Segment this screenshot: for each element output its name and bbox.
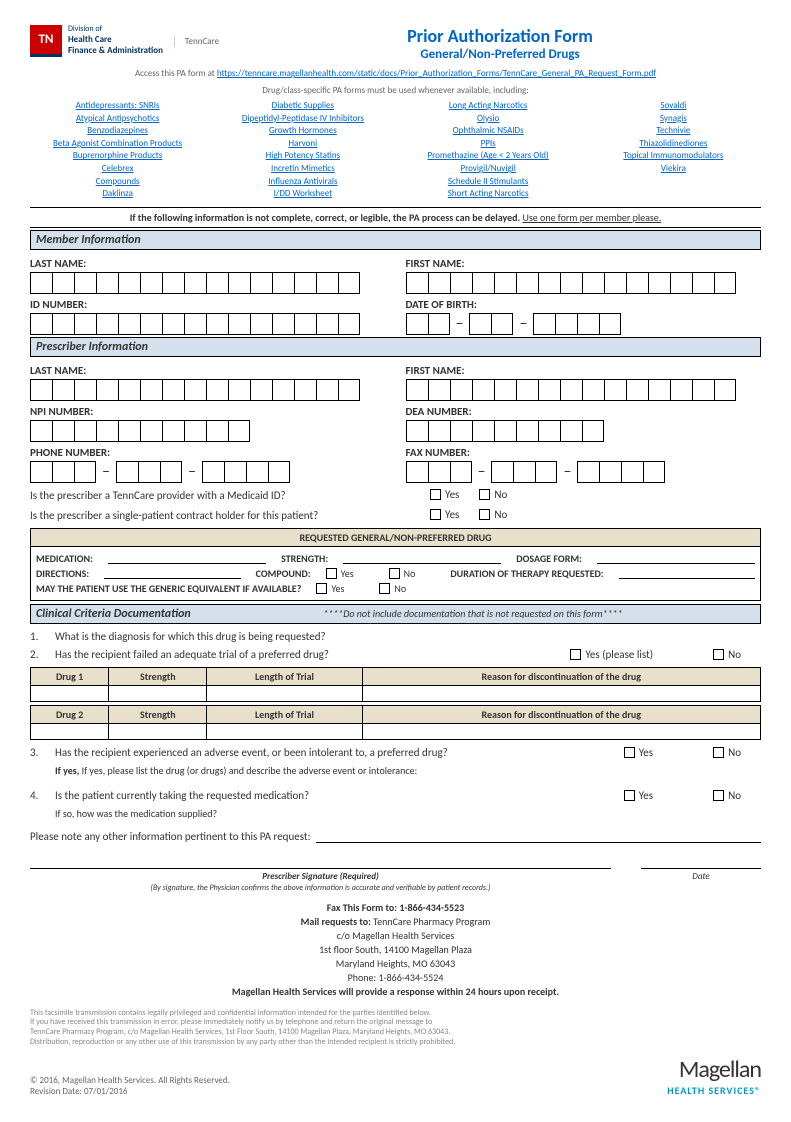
member-first-input[interactable] [406,272,762,294]
note-input[interactable] [316,831,761,843]
generic-no[interactable]: No [379,582,406,595]
mail-info: Fax This Form to: 1-866-434-5523 Mail re… [30,901,761,999]
compound-no[interactable]: No [389,567,416,580]
disclaimer: This facsimile transmission contains leg… [30,1009,761,1047]
drug-link[interactable]: Growth Hormones [215,125,390,138]
clinical-section: Clinical Criteria Documentation****Do no… [30,604,761,624]
q3-yes[interactable]: Yes [624,746,653,759]
member-id-input[interactable] [30,313,386,335]
drug-link[interactable]: Synagis [586,113,761,126]
drug-link[interactable]: Atypical Antipsychotics [30,113,205,126]
title-block: Prior Authorization Form General/Non-Pre… [239,25,761,62]
directions-input[interactable] [104,567,240,579]
member-last-input[interactable] [30,272,386,294]
note-label: Please note any other information pertin… [30,830,311,843]
drug-link[interactable]: Topical Immunomodulators [586,150,761,163]
phone-input[interactable]: –– [30,461,386,483]
id-label: ID NUMBER: [30,298,386,311]
npi-input[interactable] [30,420,386,442]
generic-yes[interactable]: Yes [316,582,344,595]
drug-link[interactable]: Long Acting Narcotics [401,100,576,113]
drug-link[interactable]: Olysio [401,113,576,126]
q4-yes[interactable]: Yes [624,789,653,802]
drug-link[interactable]: Influenza Antivirals [215,176,390,189]
medicaid-question: Is the prescriber a TennCare provider wi… [30,488,761,503]
magellan-logo: Magellan HEALTH SERVICES® [667,1055,761,1097]
footer: © 2016, Magellan Health Services. All Ri… [30,1055,761,1097]
contract-question: Is the prescriber a single-patient contr… [30,508,761,523]
tn-badge: TN [30,25,62,57]
drug-link[interactable]: Celebrex [30,163,205,176]
drug-link[interactable]: Schedule II Stimulants [401,176,576,189]
tenncare-label: TennCare [174,36,219,47]
drug-link[interactable]: Buprenorphine Products [30,150,205,163]
tn-dept: Division of Health Care Finance & Admini… [68,25,163,56]
last-name-label: LAST NAME: [30,257,386,270]
q3-no[interactable]: No [713,746,741,759]
q2-yes[interactable]: Yes (please list) [570,648,653,661]
medication-input[interactable] [108,552,266,564]
compound-yes[interactable]: Yes [326,567,354,580]
drug-class-note: Drug/class-specific PA forms must be use… [30,85,761,96]
q4-no[interactable]: No [713,789,741,802]
drug-link[interactable]: Sovaldi [586,100,761,113]
trial-table-2: Drug 2StrengthLength of TrialReason for … [30,705,761,740]
signature-area: Prescriber Signature (Required)(By signa… [30,868,761,893]
drug-link[interactable]: Antidepressants: SNRIs [30,100,205,113]
drug-link[interactable]: Dipeptidyl-Peptidase IV Inhibitors [215,113,390,126]
warning-bar: If the following information is not comp… [30,207,761,228]
header: TN Division of Health Care Finance & Adm… [30,25,761,62]
member-section: Member Information [30,230,761,250]
links-grid: Antidepressants: SNRIsAtypical Antipsych… [30,100,761,201]
dob-label: DATE OF BIRTH: [406,298,762,311]
prescriber-section: Prescriber Information [30,337,761,357]
contract-yes[interactable]: Yes [430,508,459,521]
drug-link[interactable]: PPIs [401,138,576,151]
form-title: Prior Authorization Form [239,25,761,47]
medication-grid: MEDICATION:STRENGTH:DOSAGE FORM: DIRECTI… [30,547,761,601]
contract-no[interactable]: No [479,508,507,521]
drug-link[interactable]: I/DD Worksheet [215,188,390,201]
drug-link[interactable]: Thiazolidinediones [586,138,761,151]
duration-input[interactable] [619,567,755,579]
medicaid-no[interactable]: No [479,488,507,501]
drug-link[interactable]: Harvoni [215,138,390,151]
requested-drug-header: REQUESTED GENERAL/NON-PREFERRED DRUG [30,528,761,547]
access-line: Access this PA form at https://tenncare.… [30,68,761,79]
drug-link[interactable]: Benzodiazepines [30,125,205,138]
drug-link[interactable]: Viekira [586,163,761,176]
prescriber-first-input[interactable] [406,379,762,401]
prescriber-last-input[interactable] [30,379,386,401]
trial-table-1: Drug 1StrengthLength of TrialReason for … [30,667,761,702]
dob-input[interactable]: –– [406,313,762,335]
tn-logo: TN Division of Health Care Finance & Adm… [30,25,219,57]
form-subtitle: General/Non-Preferred Drugs [239,47,761,62]
strength-input[interactable] [343,552,501,564]
signature-line[interactable]: Prescriber Signature (Required)(By signa… [30,868,611,893]
drug-link[interactable]: Incretin Mimetics [215,163,390,176]
access-url[interactable]: https://tenncare.magellanhealth.com/stat… [217,68,656,79]
drug-link[interactable]: Compounds [30,176,205,189]
drug-link[interactable]: Provigil/Nuvigil [401,163,576,176]
q2-no[interactable]: No [713,648,741,661]
fax-input[interactable]: –– [406,461,762,483]
drug-link[interactable]: Technivie [586,125,761,138]
drug-link[interactable]: High Potency Statins [215,150,390,163]
first-name-label: FIRST NAME: [406,257,762,270]
dea-input[interactable] [406,420,762,442]
drug-link[interactable]: Beta Agonist Combination Products [30,138,205,151]
date-line[interactable]: Date [641,868,761,893]
drug-link[interactable]: Promethazine (Age < 2 Years Old) [401,150,576,163]
drug-link[interactable]: Ophthalmic NSAIDs [401,125,576,138]
drug-link[interactable]: Short Acting Narcotics [401,188,576,201]
dosage-input[interactable] [597,552,755,564]
drug-link[interactable]: Diabetic Supplies [215,100,390,113]
medicaid-yes[interactable]: Yes [430,488,459,501]
drug-link[interactable]: Daklinza [30,188,205,201]
